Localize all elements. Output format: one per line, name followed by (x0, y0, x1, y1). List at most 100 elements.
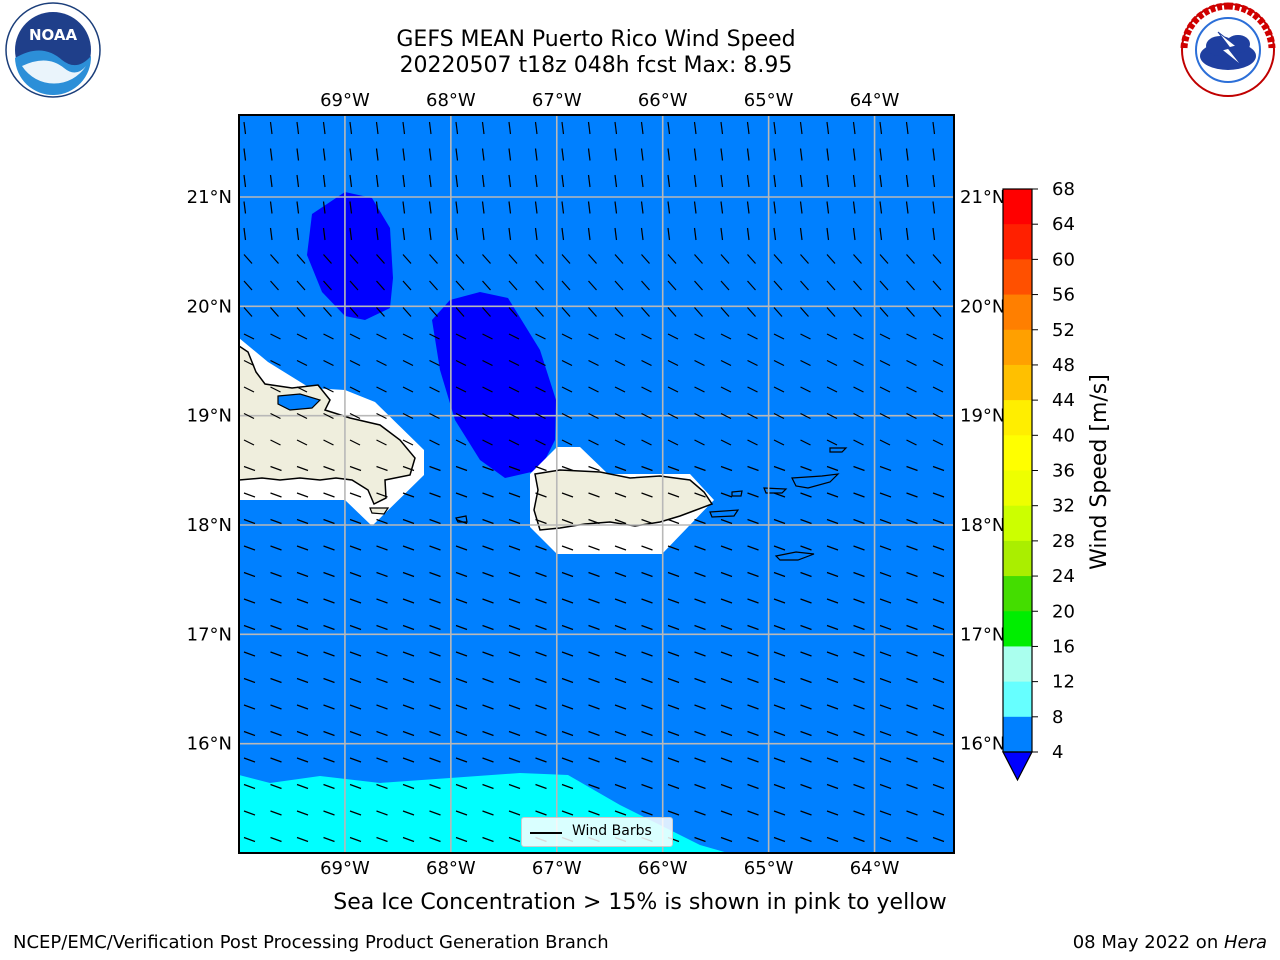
wind-barb (853, 386, 864, 393)
wind-barb (693, 121, 697, 135)
wind-barb (746, 227, 750, 241)
wind-barb (270, 651, 282, 657)
lon-tick-label-bottom: 65°W (744, 858, 794, 879)
wind-barb (402, 624, 415, 631)
wind-barb (932, 598, 945, 604)
wind-barb (402, 227, 406, 241)
wind-barb (455, 121, 459, 135)
wind-barb (535, 545, 547, 551)
wind-barb (508, 598, 521, 604)
wind-barb (508, 174, 512, 188)
wind-barb (853, 624, 865, 631)
wind-barb (667, 386, 679, 393)
wind-barb (482, 359, 493, 367)
wind-barb (800, 836, 812, 843)
wind-barb (296, 307, 306, 317)
wind-barb (667, 412, 679, 420)
wind-barb (429, 704, 441, 710)
wind-barb (482, 836, 494, 843)
wind-barb (455, 254, 465, 264)
colorbar-segment (1003, 364, 1032, 401)
wind-barb (906, 280, 915, 291)
wind-barb (720, 333, 732, 340)
wind-barb (667, 677, 680, 684)
wind-barb (349, 174, 353, 188)
wind-barb (455, 730, 468, 737)
map-frame (238, 114, 955, 854)
wind-barb (561, 677, 574, 684)
wind-barb (270, 598, 282, 604)
wind-barb (720, 254, 730, 264)
wind-barb (720, 783, 733, 790)
wind-barb (932, 518, 945, 525)
wind-barb (243, 545, 256, 551)
wind-barb (535, 730, 547, 737)
wind-barb (535, 518, 547, 525)
wind-barb (349, 227, 353, 241)
wind-barb (906, 465, 918, 472)
wind-barb (535, 492, 547, 498)
wind-barb (561, 254, 571, 264)
wind-barb (746, 201, 750, 214)
wind-barb (694, 386, 705, 393)
wind-barb (455, 465, 468, 472)
colorbar-tick-label: 52 (1052, 320, 1075, 341)
wind-barb (853, 359, 864, 367)
wind-barb (428, 148, 432, 161)
wind-barb (879, 545, 892, 551)
wind-barb (482, 280, 491, 291)
wind-barb (270, 545, 282, 551)
wind-barb (508, 836, 521, 843)
wind-barb (614, 148, 618, 161)
wind-barb (349, 439, 361, 446)
wind-barb (243, 730, 256, 737)
wind-barb (720, 359, 732, 367)
wind-barb (296, 121, 300, 135)
wind-barb (455, 757, 468, 763)
wind-barb (773, 148, 777, 161)
wind-barb (853, 598, 865, 604)
wind-barb (561, 121, 565, 135)
wind-barb (482, 518, 494, 525)
wind-barb (667, 121, 671, 135)
wind-barb (906, 518, 918, 525)
wind-barb (429, 783, 441, 790)
wind-barb (455, 333, 467, 340)
wind-barb (906, 836, 918, 843)
wind-barb (826, 624, 839, 631)
wind-barb (905, 148, 909, 161)
wind-barb (455, 651, 468, 657)
wind-barb (561, 280, 571, 291)
footer-date: 08 May 2022 on Hera (1073, 932, 1267, 953)
wind-barb (667, 545, 680, 551)
wind-barb (402, 254, 412, 264)
wind-barb (588, 359, 599, 367)
wind-barb (455, 280, 465, 291)
wind-barb (720, 280, 730, 291)
wind-barb (375, 201, 379, 214)
wind-barb (879, 571, 892, 578)
wind-barb (296, 227, 300, 241)
wind-barb (826, 704, 839, 710)
wind-barb (429, 280, 438, 291)
wind-barb (879, 121, 883, 135)
lon-tick-label-bottom: 66°W (638, 858, 688, 879)
wind-barb (694, 651, 706, 657)
wind-barb (561, 386, 573, 393)
wind-barb (270, 757, 282, 763)
colorbar-tick-label: 16 (1052, 636, 1075, 657)
wind-barb (641, 810, 653, 816)
colorbar-tick-label: 32 (1052, 496, 1075, 517)
wind-barb (694, 254, 703, 264)
wind-barb (323, 412, 334, 420)
wind-barb (455, 598, 468, 604)
wind-barb (826, 757, 839, 763)
st-thomas (763, 487, 788, 494)
wind-barb (349, 730, 362, 737)
wind-barb (667, 704, 680, 710)
st-croix (774, 551, 815, 561)
wind-barb (614, 386, 626, 393)
lon-tick-label-top: 69°W (320, 90, 370, 111)
legend: Wind Barbs (521, 817, 673, 847)
wind-barb (535, 333, 546, 340)
